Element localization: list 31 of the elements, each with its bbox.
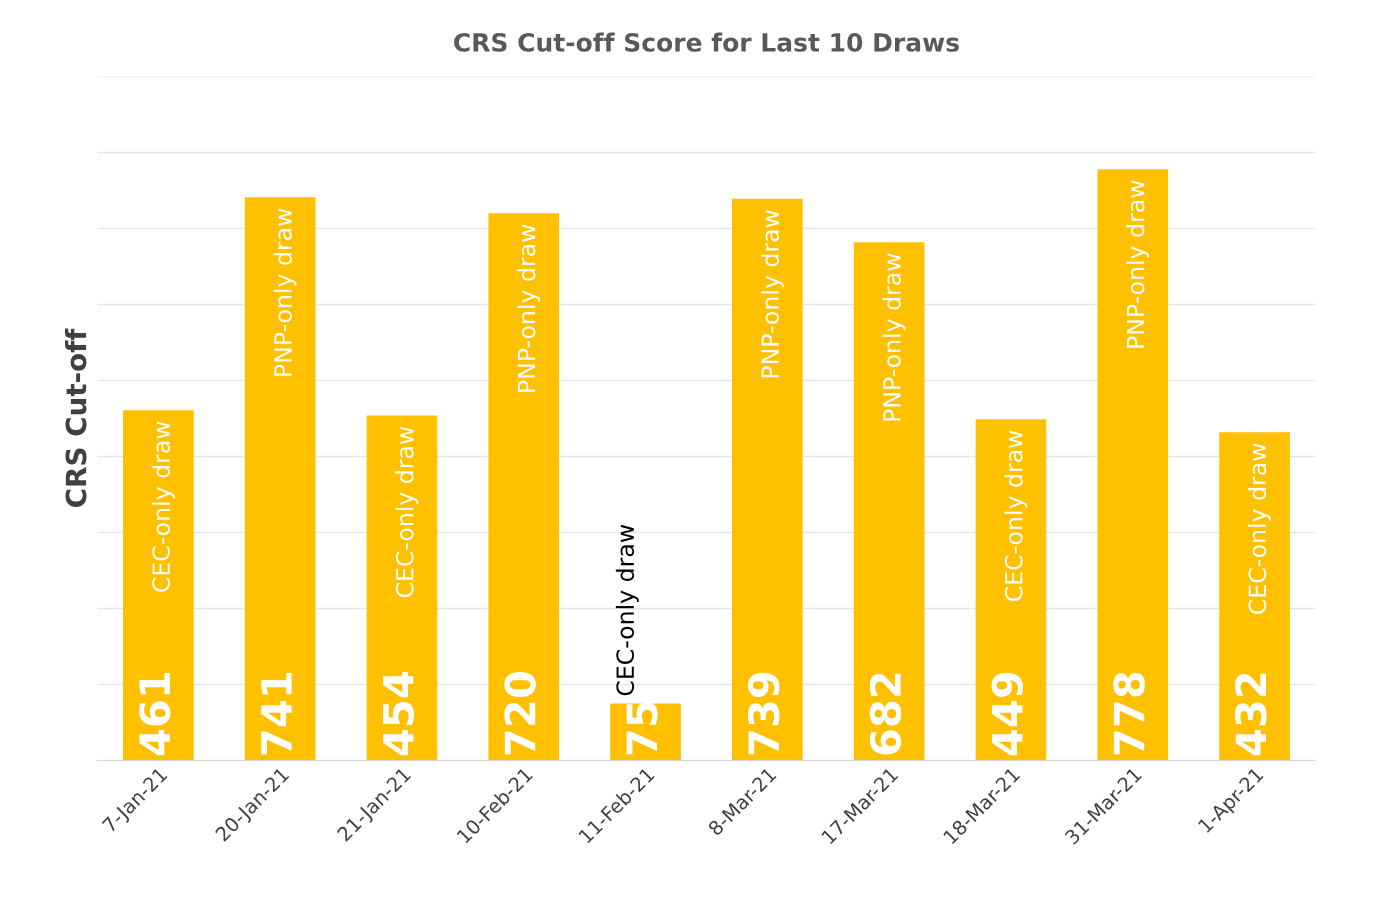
bar (1219, 432, 1290, 761)
chart-title: CRS Cut-off Score for Last 10 Draws (454, 32, 959, 52)
data-label: 682 (869, 673, 902, 755)
annotation: CEC-only draw (151, 421, 175, 592)
data-label: 741 (261, 672, 292, 755)
data-label: 720 (504, 672, 536, 755)
annotation: PNP-only draw (1126, 180, 1150, 348)
data-label: 454 (383, 672, 415, 756)
annotation: PNP-only draw (882, 253, 906, 421)
bar (123, 410, 194, 761)
annotation: CEC-only draw (1247, 443, 1271, 614)
y-axis-title: CRS Cut-off (65, 328, 87, 507)
bar (1097, 169, 1169, 761)
bar (244, 197, 316, 761)
data-label: 778 (1113, 672, 1145, 755)
bar (366, 415, 438, 761)
annotation: PNP-only draw (273, 208, 297, 376)
bar (853, 242, 925, 761)
data-label: 461 (138, 672, 171, 756)
annotation: CEC-only draw (1004, 430, 1028, 601)
data-label: 75 (626, 702, 658, 755)
data-label: 739 (747, 672, 780, 755)
annotation: PNP-only draw (760, 210, 784, 378)
annotation: CEC-only draw (615, 524, 639, 696)
bar (732, 198, 803, 761)
data-label: 432 (1235, 673, 1267, 756)
bar (975, 419, 1047, 761)
annotation: CEC-only draw (395, 426, 419, 598)
annotation: PNP-only draw (517, 224, 541, 392)
bar (488, 213, 560, 761)
data-label: 449 (991, 672, 1024, 756)
